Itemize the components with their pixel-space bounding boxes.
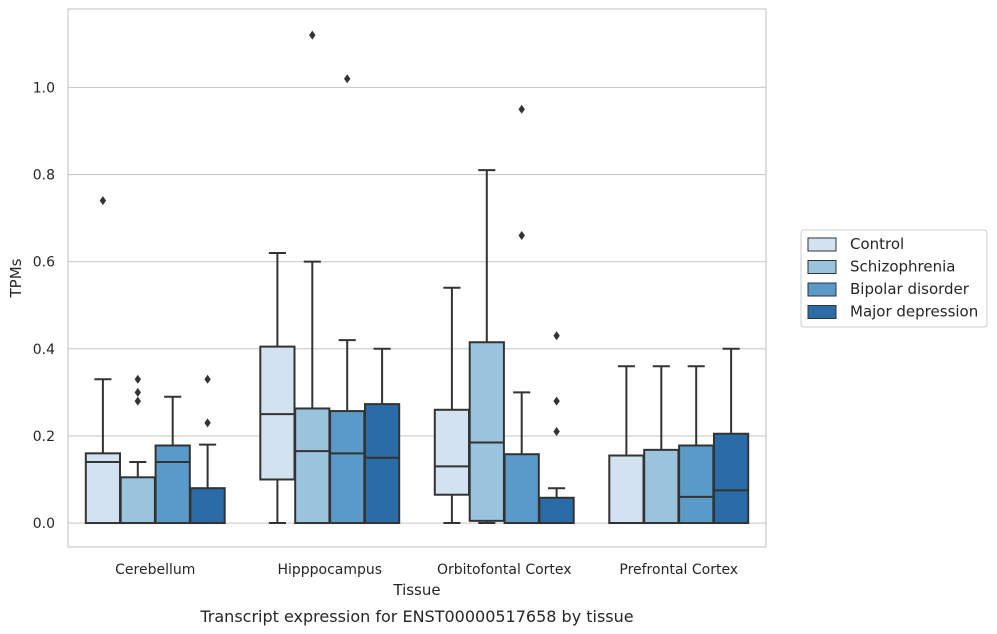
box-group — [189, 374, 226, 525]
legend-frame — [800, 229, 988, 328]
box — [119, 476, 156, 525]
box-group — [119, 374, 156, 525]
outlier-point — [204, 418, 211, 428]
box-group — [608, 365, 645, 525]
outlier-point — [553, 427, 560, 437]
box-group — [363, 347, 401, 525]
x-axis-label: Tissue — [392, 581, 440, 599]
legend: Control Schizophrenia Bipolar disorder Majo… — [800, 229, 988, 328]
box — [189, 487, 226, 525]
box-group — [712, 347, 750, 525]
box-plots — [84, 30, 750, 525]
x-tick-labels: Cerebellum Hipppocampus Orbitofontal Corte… — [115, 562, 738, 578]
x-tick-label: Prefrontal Cortex — [619, 562, 738, 578]
box — [678, 444, 715, 525]
y-tick-label: 0.4 — [33, 342, 55, 358]
x-tick-label: Orbitofontal Cortex — [437, 562, 572, 578]
box — [84, 452, 122, 525]
chart-caption: Transcript expression for ENST0000051765… — [199, 607, 633, 626]
box-group — [154, 395, 191, 525]
y-tick-label: 0.2 — [33, 429, 55, 445]
box-group — [84, 196, 122, 525]
outlier-point — [99, 196, 107, 206]
box-group — [329, 74, 366, 525]
legend-swatch — [807, 305, 837, 319]
y-tick-label: 0.6 — [33, 255, 55, 271]
box-group — [294, 30, 331, 525]
box-group — [433, 286, 471, 525]
box — [538, 496, 575, 525]
y-tick-labels: 0.0 0.2 0.4 0.6 0.8 1.0 — [33, 80, 55, 532]
box — [643, 448, 680, 525]
legend-label: Control — [850, 235, 904, 253]
x-tick-label: Hipppocampus — [277, 562, 382, 578]
box — [154, 444, 191, 525]
box — [259, 345, 296, 481]
box — [433, 408, 471, 496]
outlier-point — [553, 331, 560, 341]
y-tick-label: 0.8 — [33, 168, 55, 184]
box — [294, 407, 331, 525]
outlier-point — [344, 74, 351, 84]
plot-frame — [67, 8, 767, 548]
box — [608, 454, 645, 525]
box — [503, 453, 540, 525]
box-group — [503, 104, 540, 525]
outlier-point — [134, 387, 141, 397]
legend-swatch — [807, 237, 837, 252]
legend-label: Schizophrenia — [850, 258, 955, 276]
box-group — [468, 169, 505, 525]
box — [329, 410, 366, 525]
box — [468, 341, 505, 522]
box — [363, 403, 401, 525]
box-group — [259, 251, 296, 525]
x-tick-label: Cerebellum — [115, 562, 195, 578]
y-tick-label: 0.0 — [33, 516, 55, 532]
outlier-point — [518, 104, 525, 114]
outlier-point — [204, 374, 211, 384]
legend-label: Major depression — [850, 303, 978, 321]
outlier-point — [134, 374, 141, 384]
legend-swatch — [807, 260, 837, 274]
y-axis-label: TPMs — [7, 258, 25, 298]
outlier-point — [134, 396, 141, 406]
box-group — [678, 365, 715, 525]
outlier-point — [553, 396, 560, 406]
box-group — [538, 331, 575, 525]
outlier-point — [309, 30, 316, 40]
box — [712, 432, 750, 525]
legend-label: Bipolar disorder — [850, 280, 970, 298]
legend-swatch — [807, 282, 837, 297]
y-tick-label: 1.0 — [33, 80, 55, 96]
box-group — [643, 365, 680, 525]
outlier-point — [518, 231, 525, 241]
